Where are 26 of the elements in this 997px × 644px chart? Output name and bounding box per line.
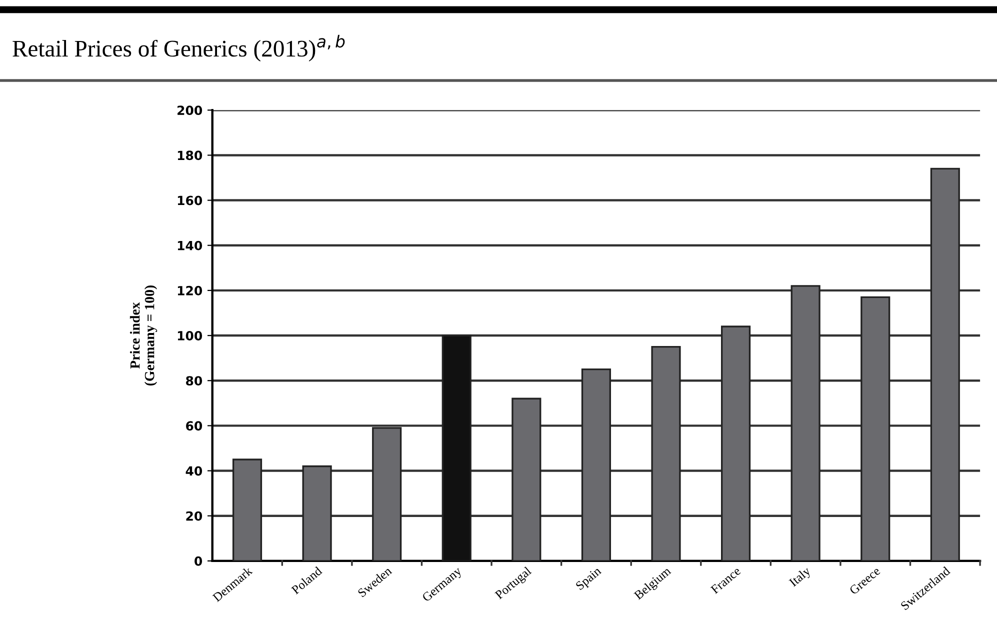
bar	[860, 296, 890, 561]
y-tick-label: 120	[178, 286, 202, 296]
bar	[581, 368, 611, 561]
bar	[232, 458, 262, 561]
y-tick-label: 20	[186, 511, 202, 521]
chart-title: Retail Prices of Generics (2013)$^{a,b}$	[12, 34, 345, 62]
bar	[372, 427, 402, 561]
bar	[512, 398, 542, 561]
y-tick-label: 100	[178, 330, 202, 340]
bar	[651, 346, 681, 561]
y-tick-label: 80	[186, 376, 202, 386]
y-tick-label: 160	[178, 196, 202, 206]
y-tick-label: 0	[194, 556, 202, 566]
y-tick-label: 60	[186, 421, 202, 431]
y-tick-label: 40	[186, 466, 202, 476]
bar	[790, 285, 820, 561]
bar	[930, 168, 960, 561]
y-tick-label: 140	[178, 240, 202, 250]
bar	[302, 465, 332, 561]
y-tick-label: 180	[178, 150, 202, 160]
x-tick-label: Spain	[575, 566, 604, 592]
bar	[720, 326, 751, 561]
x-tick-label: Italy	[788, 566, 813, 589]
y-tick-label: 200	[178, 106, 202, 116]
bar	[442, 334, 472, 561]
y-axis-title: Price index (Germany = 100)	[130, 286, 158, 386]
